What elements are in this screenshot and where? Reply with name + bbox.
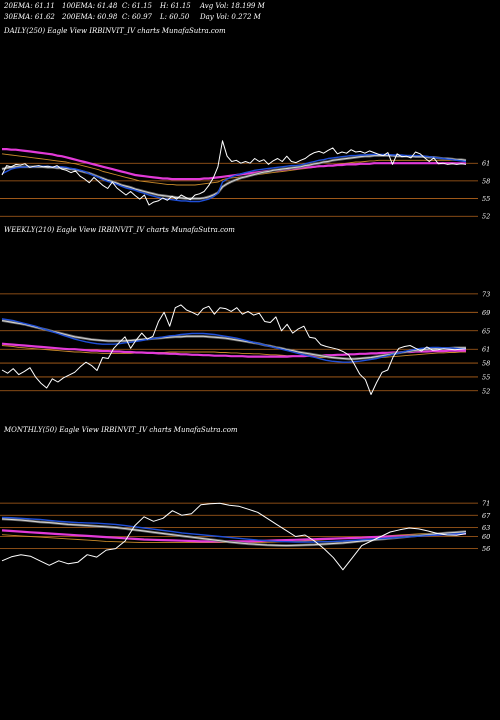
y-tick-label: 73 (482, 290, 490, 298)
monthly-chart-panel: MONTHLY(50) Eagle View IRBINVIT_IV chart… (0, 426, 491, 571)
series-ema100-line (1, 153, 467, 186)
y-tick-label: 52 (482, 387, 490, 395)
y-tick-label: 58 (482, 177, 490, 185)
y-tick-label: 61 (482, 160, 490, 168)
y-tick-label: 61 (482, 346, 490, 354)
header-row-1: 20EMA: 61.11 100EMA: 61.48 C: 61.15 H: 6… (3, 2, 266, 10)
series-ema30-line (1, 320, 466, 360)
header-avg-vol: Avg Vol: 18.199 M (199, 2, 266, 10)
y-tick-label: 55 (482, 373, 490, 381)
y-tick-label: 56 (482, 545, 490, 553)
series-ema20-line (1, 318, 467, 363)
header-ema30: 30EMA: 61.62 (4, 13, 55, 21)
y-tick-label: 71 (482, 500, 490, 508)
series-ema100-line (1, 345, 466, 359)
series-ema20-line (1, 516, 467, 543)
header-ema200: 200EMA: 60.98 (61, 13, 118, 21)
y-tick-label: 65 (482, 327, 490, 335)
header-close: C: 61.15 (122, 2, 153, 10)
y-tick-label: 55 (482, 195, 490, 203)
header-high: H: 61.15 (159, 2, 191, 10)
header-day-vol: Day Vol: 0.272 M (199, 13, 262, 21)
monthly-chart-title: MONTHLY(50) Eagle View IRBINVIT_IV chart… (3, 426, 238, 434)
header-ema100: 100EMA: 61.48 (62, 2, 118, 10)
y-tick-label: 60 (482, 533, 490, 541)
series-price-line (1, 140, 467, 206)
y-tick-label: 69 (482, 309, 490, 317)
weekly-chart-panel: WEEKLY(210) Eagle View IRBINVIT_IV chart… (0, 226, 490, 395)
series-ema200-line (1, 342, 466, 358)
series-price-line (1, 502, 467, 571)
y-tick-label: 58 (482, 360, 490, 368)
header-ema20: 20EMA: 61.11 (3, 2, 55, 10)
daily-chart-title: DAILY(250) Eagle View IRBINVIT_IV charts… (3, 27, 226, 35)
header-row-2: 30EMA: 61.62 200EMA: 60.98 C: 60.97 L: 6… (4, 13, 262, 21)
header-low: L: 60.50 (159, 13, 190, 21)
y-tick-label: 67 (482, 512, 491, 520)
y-tick-label: 63 (482, 524, 490, 532)
header-close-2: C: 60.97 (122, 13, 153, 21)
y-tick-label: 52 (482, 213, 490, 221)
weekly-chart-title: WEEKLY(210) Eagle View IRBINVIT_IV chart… (4, 226, 235, 234)
series-price-line (1, 304, 467, 395)
daily-chart-panel: DAILY(250) Eagle View IRBINVIT_IV charts… (0, 27, 490, 221)
